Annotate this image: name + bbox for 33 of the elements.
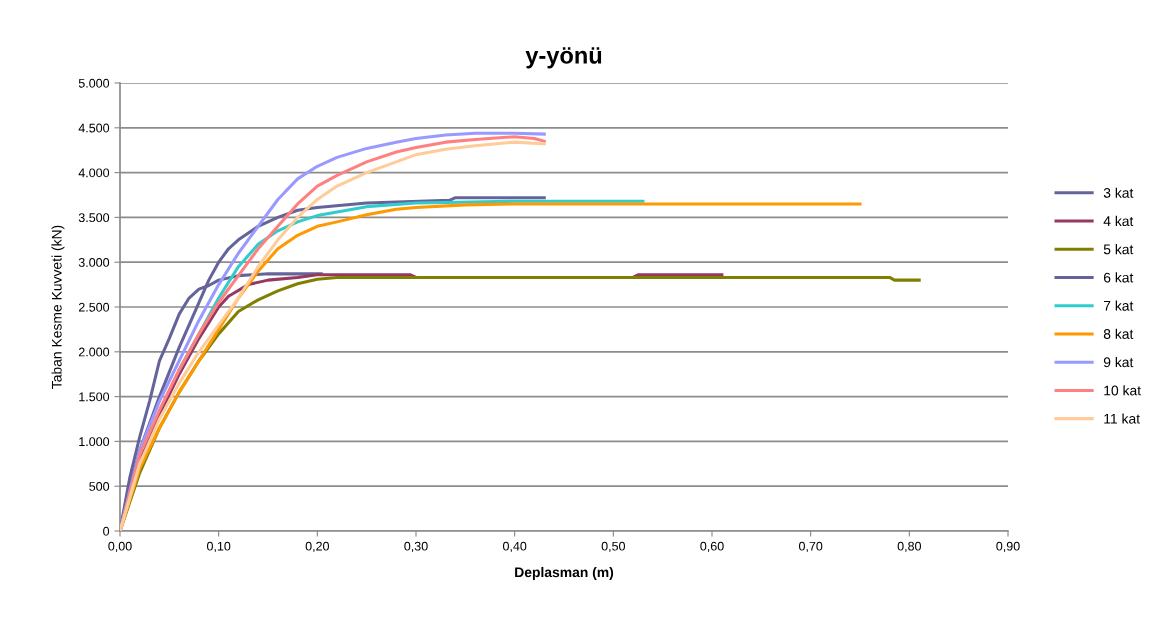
x-tick-label: 0,90 bbox=[996, 541, 1020, 553]
y-tick-label: 4.000 bbox=[78, 168, 110, 178]
x-tick-label: 0,60 bbox=[700, 541, 724, 553]
x-tick-label: 0,00 bbox=[108, 541, 132, 553]
y-tick-label: 500 bbox=[89, 482, 110, 491]
legend-label: 11 kat bbox=[1104, 413, 1140, 424]
y-tick-label: 3.000 bbox=[78, 258, 110, 267]
chart-title: y-yönü bbox=[525, 47, 602, 69]
y-axis-title: Taban Kesme Kuvveti (kN) bbox=[51, 225, 65, 389]
x-tick-label: 0,80 bbox=[897, 541, 922, 553]
legend-label: 6 kat bbox=[1103, 272, 1134, 283]
x-tick-label: 0,30 bbox=[404, 541, 428, 553]
y-tick-label: 0 bbox=[103, 526, 110, 536]
x-tick-label: 0,70 bbox=[798, 541, 823, 553]
legend-label: 3 kat bbox=[1103, 187, 1134, 198]
legend-label: 7 kat bbox=[1103, 300, 1134, 311]
legend-label: 5 kat bbox=[1103, 244, 1134, 255]
x-tick-label: 0,10 bbox=[206, 541, 231, 553]
legend-label: 9 kat bbox=[1103, 356, 1134, 368]
legend-label: 8 kat bbox=[1103, 328, 1134, 339]
x-tick-label: 0,40 bbox=[502, 541, 527, 553]
y-tick-label: 1.000 bbox=[79, 437, 110, 447]
y-tick-label: 1.500 bbox=[79, 392, 110, 402]
legend-label: 10 kat bbox=[1104, 385, 1141, 396]
y-tick-label: 4.500 bbox=[78, 123, 110, 133]
y-tick-label: 2.500 bbox=[78, 302, 110, 312]
x-axis-title: Deplasman (m) bbox=[515, 566, 614, 580]
y-tick-label: 5.000 bbox=[78, 78, 110, 88]
x-tick-label: 0,50 bbox=[601, 541, 626, 553]
x-tick-label: 0,20 bbox=[305, 541, 330, 553]
legend-label: 4 kat bbox=[1103, 215, 1134, 227]
y-tick-label: 3.500 bbox=[78, 213, 110, 223]
y-tick-label: 2.000 bbox=[78, 347, 110, 357]
